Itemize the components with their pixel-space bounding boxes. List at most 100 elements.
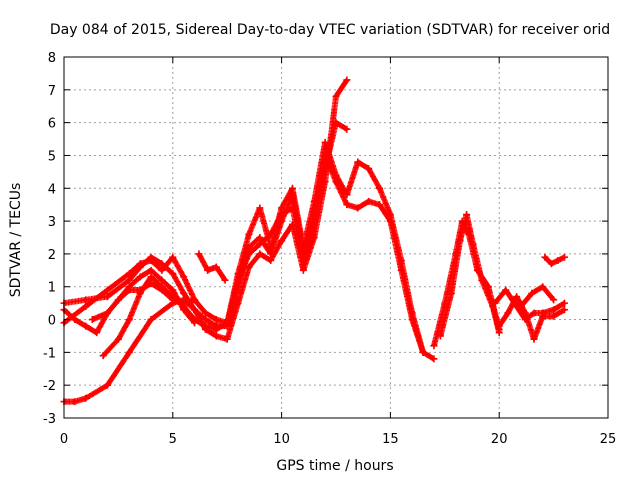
data-point [332, 119, 340, 127]
data-point [71, 398, 79, 406]
data-point [539, 312, 547, 320]
y-tick-label: -2 [43, 379, 56, 394]
x-tick-label: 5 [169, 432, 177, 447]
data-point [147, 316, 155, 324]
data-point [169, 253, 177, 261]
data-point [147, 256, 155, 264]
data-point [343, 191, 351, 199]
data-point [365, 165, 373, 173]
data-point [191, 296, 199, 304]
data-point [114, 296, 122, 304]
data-point [223, 335, 231, 343]
chart-title: Day 084 of 2015, Sidereal Day-to-day VTE… [50, 22, 610, 38]
data-point [147, 266, 155, 274]
data-point [530, 335, 538, 343]
data-point [104, 293, 112, 301]
data-point [365, 197, 373, 205]
data-point [550, 312, 558, 320]
data-point [521, 309, 529, 317]
x-axis-label: GPS time / hours [276, 458, 393, 474]
data-point [278, 211, 286, 219]
data-point [158, 276, 166, 284]
data-point [125, 276, 133, 284]
data-point [180, 273, 188, 281]
data-point [158, 286, 166, 294]
data-point [256, 234, 264, 241]
y-tick-label: 5 [48, 149, 56, 164]
data-point [99, 352, 107, 360]
data-point [169, 270, 177, 278]
data-point [234, 299, 242, 307]
x-tick-label: 20 [491, 432, 508, 447]
axes [63, 56, 609, 419]
data-point [321, 165, 329, 173]
data-point [180, 306, 188, 314]
data-point [469, 240, 477, 248]
data-point [495, 322, 503, 330]
data-point [560, 253, 568, 261]
data-point [332, 171, 340, 179]
series-track-m [541, 253, 568, 268]
data-point [267, 243, 275, 251]
x-tick-label: 15 [382, 432, 399, 447]
data-point [212, 332, 220, 340]
data-point [136, 286, 144, 294]
data-point [560, 306, 568, 314]
data-point [158, 260, 166, 268]
y-axis-ticks: -3 -2 -1 0 1 2 3 4 5 6 7 8 [43, 51, 608, 427]
data-point [419, 348, 427, 356]
data-point [517, 302, 525, 310]
data-point [201, 322, 209, 330]
data-point [104, 309, 112, 317]
data-point [104, 286, 112, 294]
data-point [158, 266, 166, 274]
data-point [136, 273, 144, 281]
data-point [528, 289, 536, 297]
data-point [82, 394, 90, 402]
data-point [191, 306, 199, 314]
x-tick-label: 10 [273, 432, 290, 447]
data-point [495, 329, 503, 337]
data-point [386, 211, 394, 219]
data-point [201, 309, 209, 317]
data-point [125, 270, 133, 278]
data-point [299, 256, 307, 264]
data-point [456, 237, 464, 245]
data-point [169, 286, 177, 294]
data-point [430, 355, 438, 363]
data-point [354, 204, 362, 212]
data-point [147, 273, 155, 281]
data-point [256, 240, 264, 248]
data-point [195, 250, 203, 258]
x-tick-label: 25 [600, 432, 617, 447]
data-point [234, 276, 242, 284]
data-point [180, 289, 188, 297]
data-point [278, 237, 286, 245]
plot-area [60, 76, 568, 406]
data-point [397, 256, 405, 264]
data-point [191, 319, 199, 327]
data-point [560, 299, 568, 307]
data-point [147, 279, 155, 287]
data-point [530, 309, 538, 317]
series-track-l [517, 283, 558, 310]
data-point [310, 197, 318, 205]
data-point [343, 201, 351, 209]
data-point [504, 309, 512, 317]
series-track-i [436, 211, 503, 340]
data-point [513, 293, 521, 301]
data-point [376, 184, 384, 192]
data-point [125, 283, 133, 291]
data-point [71, 316, 79, 324]
data-point [554, 256, 562, 264]
data-point [332, 92, 340, 100]
data-point [82, 302, 90, 310]
data-point [354, 158, 362, 166]
data-point [256, 250, 264, 258]
data-point [204, 266, 212, 274]
y-tick-label: -3 [43, 412, 56, 427]
data-point [125, 348, 133, 356]
data-point [376, 201, 384, 209]
data-point [478, 276, 486, 284]
